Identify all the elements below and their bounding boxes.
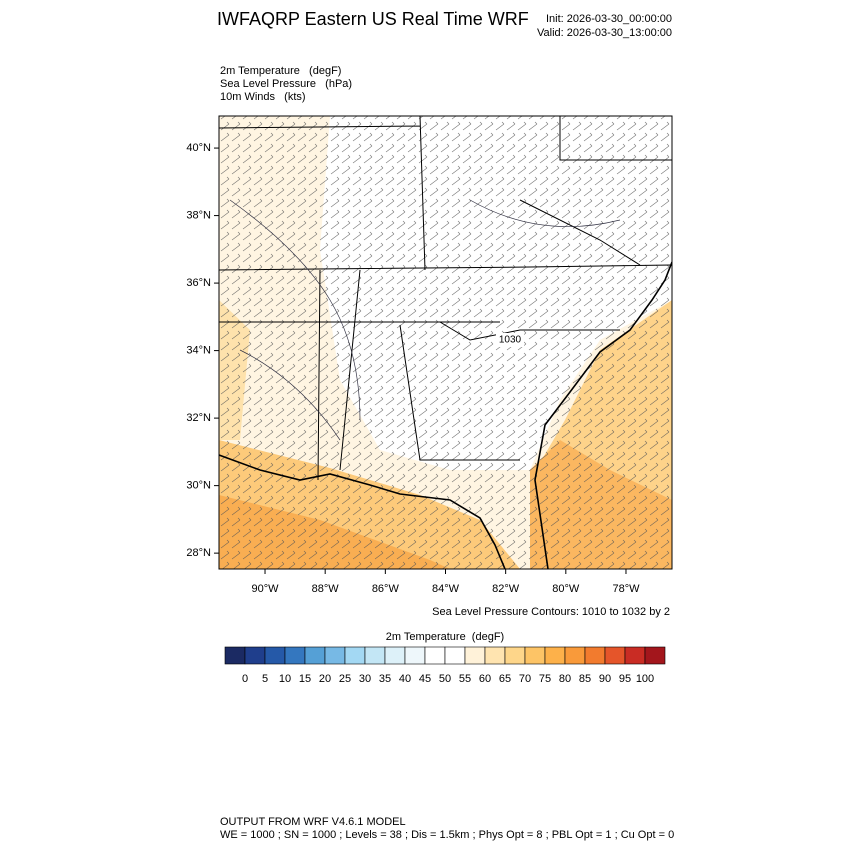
lat-tick-label: 36°N: [186, 277, 211, 289]
colorbar-tick-label: 65: [499, 673, 511, 685]
lon-tick-label: 82°W: [492, 583, 520, 595]
lat-tick-label: 28°N: [186, 547, 211, 559]
colorbar-tick-label: 20: [319, 673, 331, 685]
colorbar-box: [284, 646, 306, 665]
colorbar-tick-label: 30: [359, 673, 371, 685]
colorbar-box: [524, 646, 546, 665]
colorbar-box: [544, 646, 566, 665]
colorbar-tick-label: 90: [599, 673, 611, 685]
title: IWFAQRP Eastern US Real Time WRF: [217, 9, 529, 29]
map-field: [219, 116, 672, 569]
colorbar-box: [304, 646, 326, 665]
colorbar-tick-label: 45: [419, 673, 431, 685]
colorbar-tick-label: 60: [479, 673, 491, 685]
colorbar-box: [564, 646, 586, 665]
footer-line: OUTPUT FROM WRF V4.6.1 MODEL: [220, 816, 406, 828]
colorbar-box: [464, 646, 486, 665]
colorbar-title: 2m Temperature (degF): [386, 631, 504, 643]
lat-tick-label: 30°N: [186, 480, 211, 492]
contour-label-box: [496, 333, 524, 347]
colorbar-box: [444, 646, 466, 665]
colorbar-box: [324, 646, 346, 665]
colorbar-tick-label: 85: [579, 673, 591, 685]
colorbar-tick-label: 95: [619, 673, 631, 685]
colorbar-box: [624, 646, 646, 665]
colorbar-box: [484, 646, 506, 665]
valid-time: Valid: 2026-03-30_13:00:00: [537, 27, 672, 39]
field-label: Sea Level Pressure (hPa): [220, 78, 352, 90]
colorbar-tick-label: 40: [399, 673, 411, 685]
colorbar-box: [404, 646, 426, 665]
colorbar-box: [224, 646, 246, 665]
lon-tick-label: 90°W: [252, 583, 280, 595]
lon-tick-label: 86°W: [372, 583, 400, 595]
colorbar-box: [584, 646, 606, 665]
colorbar-tick-label: 35: [379, 673, 391, 685]
lat-tick-label: 40°N: [186, 142, 211, 154]
colorbar-box: [384, 646, 406, 665]
colorbar-box: [364, 646, 386, 665]
colorbar-box: [424, 646, 446, 665]
colorbar-tick-label: 10: [279, 673, 291, 685]
lat-tick-label: 38°N: [186, 209, 211, 221]
colorbar-tick-label: 80: [559, 673, 571, 685]
contour-note: Sea Level Pressure Contours: 1010 to 103…: [432, 606, 670, 618]
colorbar-tick-label: 70: [519, 673, 531, 685]
colorbar-tick-label: 55: [459, 673, 471, 685]
colorbar-box: [504, 646, 526, 665]
init-time: Init: 2026-03-30_00:00:00: [546, 13, 672, 25]
colorbar-box: [604, 646, 626, 665]
field-label: 2m Temperature (degF): [220, 65, 341, 77]
lon-tick-label: 78°W: [612, 583, 640, 595]
field-label: 10m Winds (kts): [220, 91, 306, 103]
lon-tick-label: 84°W: [432, 583, 460, 595]
colorbar-tick-label: 25: [339, 673, 351, 685]
colorbar-tick-label: 5: [262, 673, 268, 685]
lon-tick-label: 88°W: [312, 583, 340, 595]
colorbar-box: [264, 646, 286, 665]
contour-label: 1030: [499, 335, 522, 346]
colorbar-box: [244, 646, 266, 665]
footer-line: WE = 1000 ; SN = 1000 ; Levels = 38 ; Di…: [220, 829, 674, 841]
colorbar-tick-label: 0: [242, 673, 248, 685]
colorbar-tick-label: 75: [539, 673, 551, 685]
colorbar-tick-label: 15: [299, 673, 311, 685]
lon-tick-label: 80°W: [552, 583, 580, 595]
colorbar-tick-label: 50: [439, 673, 451, 685]
lat-tick-label: 34°N: [186, 345, 211, 357]
colorbar-tick-label: 100: [636, 673, 654, 685]
colorbar-box: [344, 646, 366, 665]
colorbar-box: [644, 646, 666, 665]
lat-tick-label: 32°N: [186, 412, 211, 424]
